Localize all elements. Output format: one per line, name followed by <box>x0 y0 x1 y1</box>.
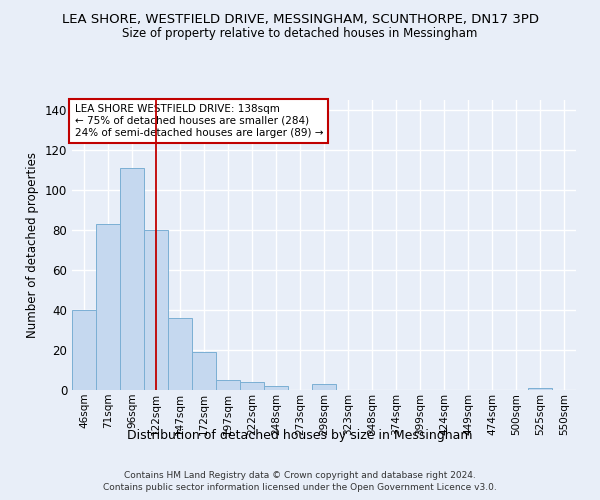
Bar <box>192 352 216 390</box>
Text: Size of property relative to detached houses in Messingham: Size of property relative to detached ho… <box>122 28 478 40</box>
Bar <box>264 386 288 390</box>
Bar <box>312 384 336 390</box>
Text: LEA SHORE WESTFIELD DRIVE: 138sqm
← 75% of detached houses are smaller (284)
24%: LEA SHORE WESTFIELD DRIVE: 138sqm ← 75% … <box>74 104 323 138</box>
Bar <box>72 310 96 390</box>
Bar <box>216 380 240 390</box>
Text: Contains HM Land Registry data © Crown copyright and database right 2024.: Contains HM Land Registry data © Crown c… <box>124 471 476 480</box>
Bar <box>168 318 192 390</box>
Bar <box>120 168 144 390</box>
Text: Distribution of detached houses by size in Messingham: Distribution of detached houses by size … <box>127 428 473 442</box>
Text: LEA SHORE, WESTFIELD DRIVE, MESSINGHAM, SCUNTHORPE, DN17 3PD: LEA SHORE, WESTFIELD DRIVE, MESSINGHAM, … <box>62 12 539 26</box>
Bar <box>528 388 552 390</box>
Y-axis label: Number of detached properties: Number of detached properties <box>26 152 39 338</box>
Bar <box>240 382 264 390</box>
Bar <box>96 224 120 390</box>
Text: Contains public sector information licensed under the Open Government Licence v3: Contains public sector information licen… <box>103 484 497 492</box>
Bar <box>144 230 168 390</box>
